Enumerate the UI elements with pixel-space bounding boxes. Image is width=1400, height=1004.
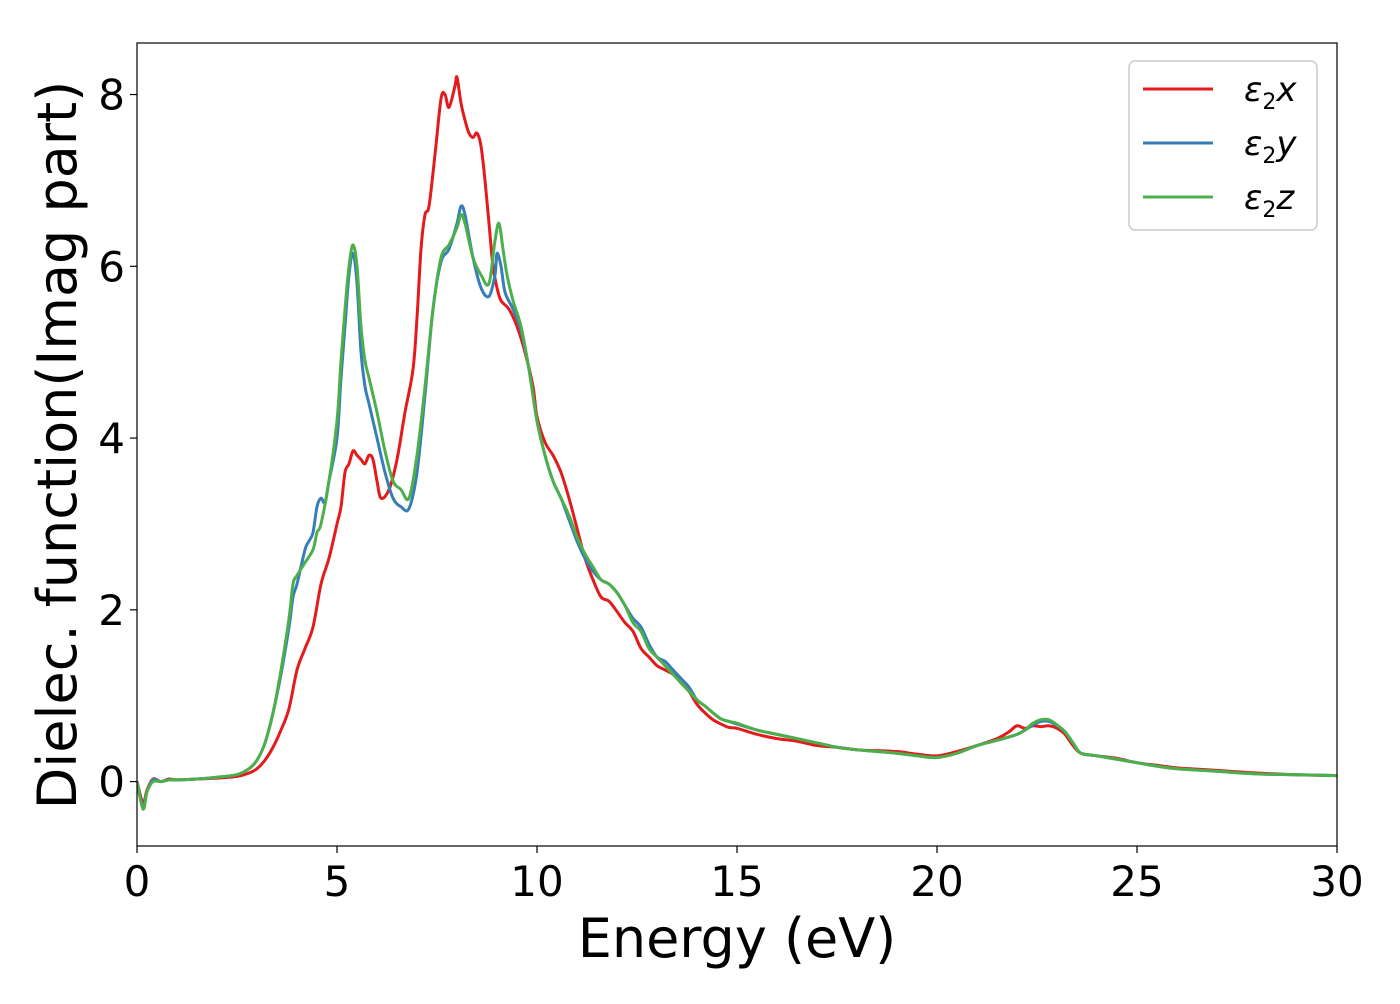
x-tick-label: 20 bbox=[910, 857, 963, 906]
y-tick-label: 8 bbox=[98, 71, 125, 120]
y-tick-label: 4 bbox=[98, 414, 125, 463]
legend-box bbox=[1128, 60, 1318, 231]
x-tick-label: 10 bbox=[510, 857, 563, 906]
y-tick-label: 2 bbox=[98, 586, 125, 635]
y-axis-label: Dielec. function(Imag part) bbox=[26, 81, 89, 810]
series-line-3 bbox=[137, 213, 1337, 811]
x-tick-label: 25 bbox=[1110, 857, 1163, 906]
x-axis-ticks: 0 5 10 15 20 25 30 bbox=[124, 846, 1364, 906]
x-tick-label: 5 bbox=[324, 857, 351, 906]
legend-label-3: ε2z bbox=[1244, 178, 1295, 223]
legend-label-2: ε2y bbox=[1244, 124, 1297, 169]
legend-label-1: ε2x bbox=[1244, 70, 1297, 115]
series-layer bbox=[137, 75, 1337, 811]
series-line-2 bbox=[137, 204, 1337, 809]
legend: ε2x ε2y ε2z bbox=[1128, 60, 1318, 231]
legend-entries: ε2x ε2y ε2z bbox=[1143, 70, 1297, 223]
x-axis-label: Energy (eV) bbox=[578, 907, 897, 970]
y-tick-label: 6 bbox=[98, 242, 125, 291]
x-tick-label: 30 bbox=[1310, 857, 1363, 906]
x-tick-label: 15 bbox=[710, 857, 763, 906]
y-axis-ticks: 0 2 4 6 8 bbox=[98, 71, 137, 807]
y-tick-label: 0 bbox=[98, 758, 125, 807]
x-tick-label: 0 bbox=[124, 857, 151, 906]
